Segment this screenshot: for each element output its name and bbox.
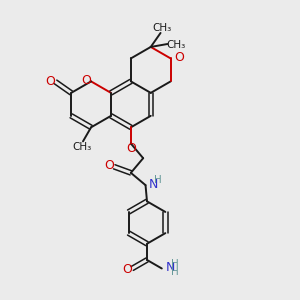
- Text: O: O: [174, 51, 184, 64]
- Text: H: H: [171, 267, 178, 277]
- Text: H: H: [154, 175, 162, 185]
- Text: O: O: [104, 159, 114, 172]
- Text: H: H: [171, 259, 178, 269]
- Text: CH₃: CH₃: [166, 40, 185, 50]
- Text: O: O: [122, 263, 132, 276]
- Text: CH₃: CH₃: [152, 23, 172, 33]
- Text: N: N: [149, 178, 158, 191]
- Text: O: O: [45, 74, 55, 88]
- Text: O: O: [126, 142, 136, 155]
- Text: CH₃: CH₃: [72, 142, 91, 152]
- Text: N: N: [165, 261, 175, 274]
- Text: O: O: [81, 74, 91, 87]
